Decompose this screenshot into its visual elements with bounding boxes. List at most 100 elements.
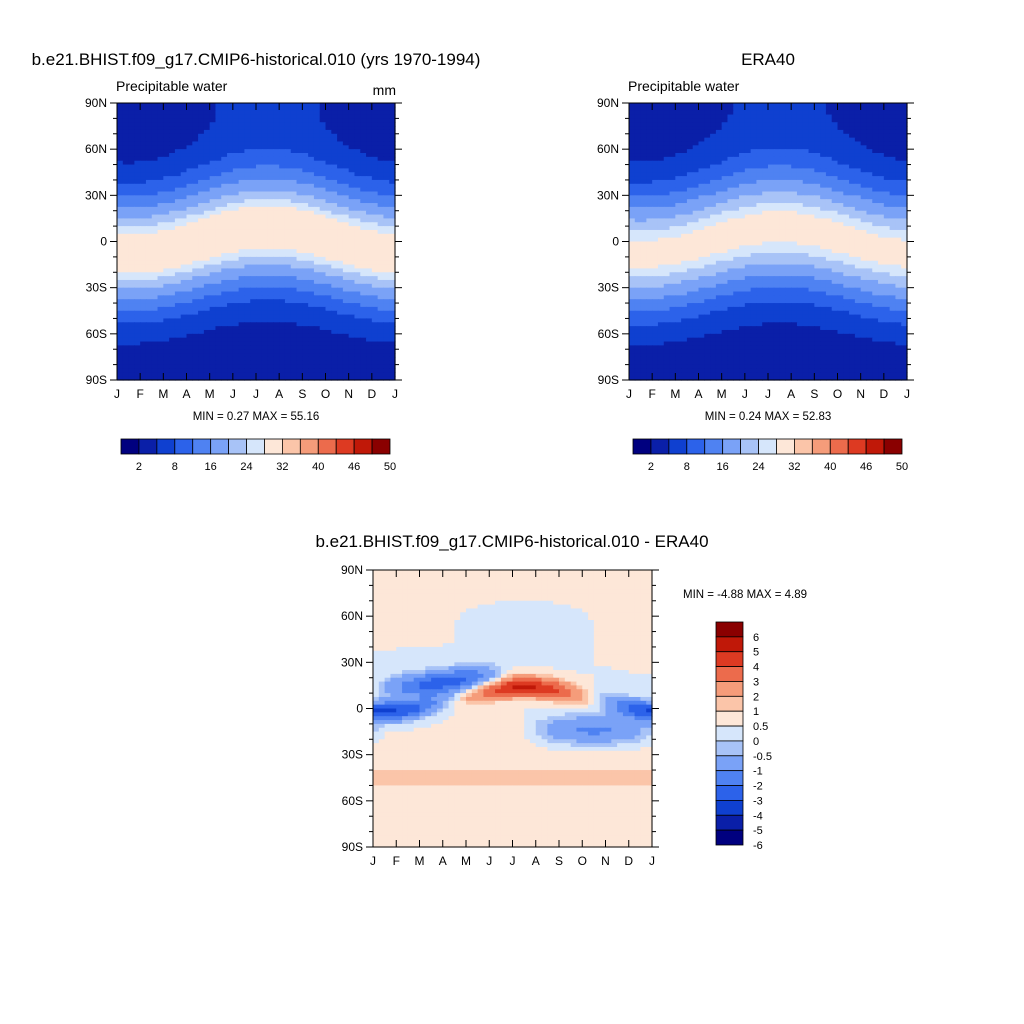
heatmap-cell — [308, 164, 315, 170]
heatmap-cell — [727, 187, 734, 193]
heatmap-cell — [227, 210, 234, 216]
heatmap-cell — [646, 103, 653, 108]
heatmap-cell — [279, 249, 286, 254]
heatmap-cell — [872, 160, 879, 166]
heatmap-cell — [117, 249, 124, 254]
heatmap-cell — [768, 183, 775, 189]
heatmap-cell — [371, 210, 379, 216]
heatmap-cell — [169, 241, 176, 246]
heatmap-cell — [163, 253, 170, 258]
heatmap-cell — [157, 226, 164, 231]
heatmap-cell — [383, 214, 390, 220]
heatmap-cell — [802, 137, 810, 143]
heatmap-cell — [762, 114, 769, 119]
heatmap-cell — [296, 191, 303, 196]
heatmap-cell — [256, 153, 263, 158]
heatmap-cell — [157, 276, 164, 281]
heatmap-cell — [342, 110, 350, 116]
heatmap-cell — [128, 356, 135, 362]
heatmap-cell — [733, 206, 740, 212]
heatmap-cell — [221, 226, 228, 231]
heatmap-cell — [151, 264, 159, 270]
heatmap-cell — [889, 164, 897, 170]
heatmap-cell — [169, 203, 176, 208]
heatmap-cell — [134, 279, 141, 285]
heatmap-cell — [308, 333, 315, 339]
heatmap-cell — [169, 337, 176, 343]
heatmap-cell — [371, 287, 379, 293]
heatmap-cell — [284, 345, 292, 350]
heatmap-cell — [273, 345, 280, 350]
heatmap-cell — [791, 103, 798, 108]
heatmap-cell — [250, 256, 257, 262]
heatmap-cell — [198, 133, 205, 139]
heatmap-cell — [198, 256, 205, 262]
heatmap-cell — [209, 256, 217, 262]
heatmap-cell — [273, 303, 280, 308]
heatmap-cell — [371, 183, 379, 189]
heatmap-cell — [686, 141, 694, 146]
heatmap-cell — [727, 156, 734, 162]
heatmap-cell — [669, 187, 676, 193]
heatmap-cell — [163, 122, 170, 127]
heatmap-cell — [296, 237, 303, 243]
heatmap-cell — [872, 168, 879, 173]
heatmap-cell — [698, 106, 705, 112]
heatmap-cell — [901, 122, 908, 127]
heatmap-cell — [634, 206, 642, 212]
heatmap-cell — [831, 210, 839, 216]
heatmap-cell — [157, 153, 164, 158]
heatmap-cell — [860, 199, 868, 204]
heatmap-cell — [122, 256, 130, 262]
heatmap-cell — [134, 326, 141, 331]
heatmap-cell — [221, 253, 228, 258]
heatmap-cell — [238, 206, 246, 212]
colorbar-swatch — [317, 438, 337, 455]
heatmap-cell — [186, 187, 193, 193]
heatmap-cell — [232, 349, 240, 354]
heatmap-cell — [215, 279, 222, 285]
heatmap-cell — [267, 145, 274, 150]
heatmap-cell — [634, 183, 642, 189]
heatmap-cell — [140, 183, 147, 189]
heatmap-cell — [319, 214, 327, 220]
heatmap-cell — [629, 203, 636, 208]
heatmap-cell — [215, 276, 222, 281]
heatmap-cell — [215, 145, 222, 150]
heatmap-cell — [308, 272, 315, 277]
heatmap-cell — [733, 129, 740, 135]
heatmap-cell — [122, 160, 130, 166]
heatmap-cell — [296, 222, 303, 227]
heatmap-cell — [308, 314, 315, 320]
heatmap-cell — [762, 145, 769, 150]
heatmap-cell — [331, 153, 338, 158]
heatmap-cell — [209, 241, 217, 246]
heatmap-cell — [250, 333, 257, 339]
heatmap-cell — [837, 203, 844, 208]
heatmap-cell — [302, 137, 309, 143]
heatmap-cell — [768, 187, 775, 193]
heatmap-cell — [901, 103, 908, 108]
heatmap-cell — [180, 283, 188, 289]
heatmap-cell — [750, 179, 758, 185]
heatmap-cell — [337, 349, 344, 354]
heatmap-cell — [250, 253, 257, 258]
heatmap-cell — [692, 145, 700, 150]
heatmap-cell — [768, 191, 775, 196]
heatmap-cell — [675, 206, 682, 212]
heatmap-cell — [360, 153, 367, 158]
heatmap-cell — [640, 199, 647, 204]
heatmap-cell — [134, 187, 141, 193]
heatmap-cell — [215, 176, 222, 181]
heatmap-cell — [221, 368, 228, 373]
heatmap-cell — [331, 164, 338, 170]
heatmap-cell — [383, 191, 390, 196]
heatmap-cell — [290, 153, 298, 158]
heatmap-cell — [652, 164, 659, 170]
heatmap-cell — [319, 368, 327, 373]
heatmap-cell — [169, 106, 176, 112]
heatmap-cell — [675, 195, 682, 200]
heatmap-cell — [296, 287, 303, 293]
heatmap-cell — [128, 376, 135, 381]
